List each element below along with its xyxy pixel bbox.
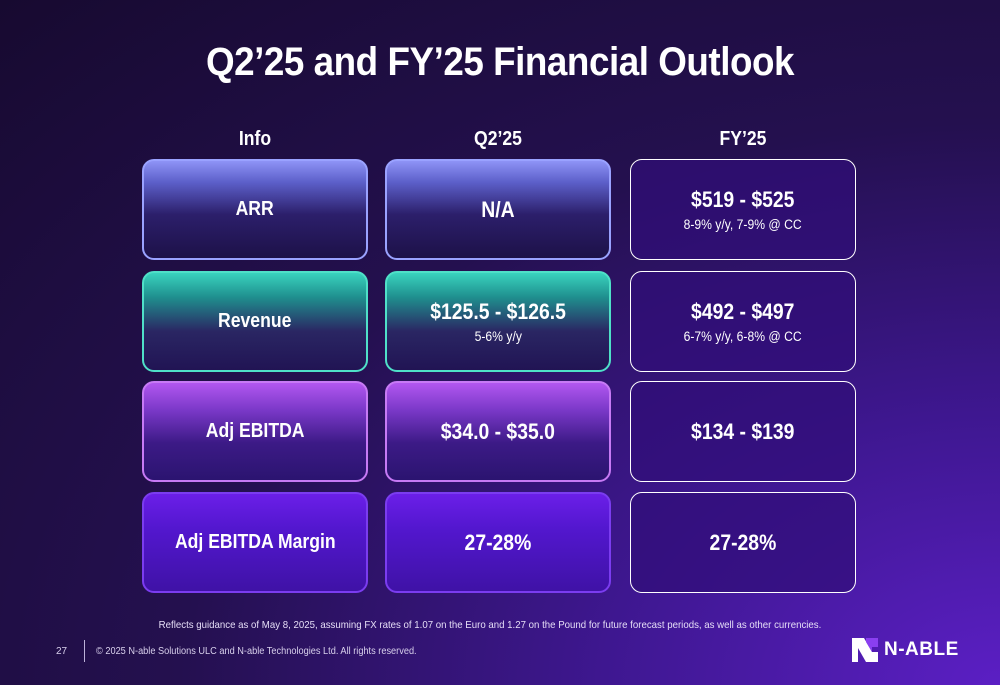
fy-growth: 6-7% y/y, 6-8% @ CC <box>683 329 803 344</box>
copyright-text: © 2025 N-able Solutions ULC and N-able T… <box>96 646 417 657</box>
q2-value: N/A <box>481 196 515 222</box>
row-label-text: Adj EBITDA Margin <box>174 531 336 553</box>
q2-value: 27-28% <box>464 529 532 555</box>
column-header-q2: Q2’25 <box>474 128 522 150</box>
row-label-adj-ebitda: Adj EBITDA <box>142 381 368 482</box>
fy-cell-arr: $519 - $525 8-9% y/y, 7-9% @ CC <box>630 159 856 260</box>
footer-divider <box>84 640 85 662</box>
row-label-revenue: Revenue <box>142 271 368 372</box>
page-number: 27 <box>56 646 68 657</box>
row-label-text: ARR <box>235 198 275 220</box>
logo-wordmark: N-ABLE <box>884 639 959 660</box>
fy-value: $519 - $525 <box>691 187 795 212</box>
guidance-footnote: Reflects guidance as of May 8, 2025, ass… <box>158 619 822 631</box>
fy-value: $492 - $497 <box>691 299 795 324</box>
column-header-info: Info <box>238 128 272 150</box>
q2-cell-arr: N/A <box>385 159 611 260</box>
row-label-adj-ebitda-margin: Adj EBITDA Margin <box>142 492 368 593</box>
fy-growth: 8-9% y/y, 7-9% @ CC <box>683 217 803 232</box>
n-able-logo: N-ABLE <box>852 636 959 664</box>
q2-value: $34.0 - $35.0 <box>440 418 556 444</box>
q2-growth: 5-6% y/y <box>474 329 522 344</box>
row-label-text: Adj EBITDA <box>205 420 305 442</box>
column-header-fy: FY’25 <box>719 128 767 150</box>
row-label-text: Revenue <box>218 310 292 332</box>
fy-cell-revenue: $492 - $497 6-7% y/y, 6-8% @ CC <box>630 271 856 372</box>
fy-cell-adj-ebitda-margin: 27-28% <box>630 492 856 593</box>
q2-cell-adj-ebitda: $34.0 - $35.0 <box>385 381 611 482</box>
q2-cell-revenue: $125.5 - $126.5 5-6% y/y <box>385 271 611 372</box>
q2-value: $125.5 - $126.5 <box>430 299 566 324</box>
row-label-arr: ARR <box>142 159 368 260</box>
n-able-logo-icon <box>852 638 878 662</box>
fy-value: $134 - $139 <box>691 418 795 444</box>
fy-value: 27-28% <box>709 529 777 555</box>
fy-cell-adj-ebitda: $134 - $139 <box>630 381 856 482</box>
q2-cell-adj-ebitda-margin: 27-28% <box>385 492 611 593</box>
slide-title: Q2’25 and FY’25 Financial Outlook <box>205 40 795 84</box>
